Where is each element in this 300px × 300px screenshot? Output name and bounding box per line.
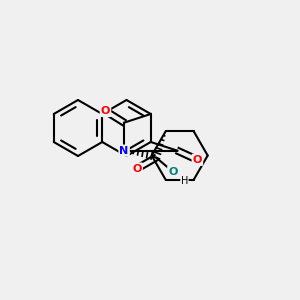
Text: H: H [181, 176, 188, 186]
Text: O: O [168, 167, 178, 177]
Text: O: O [132, 164, 142, 174]
Text: O: O [193, 155, 202, 165]
Text: O: O [101, 106, 110, 116]
Text: N: N [119, 146, 129, 156]
